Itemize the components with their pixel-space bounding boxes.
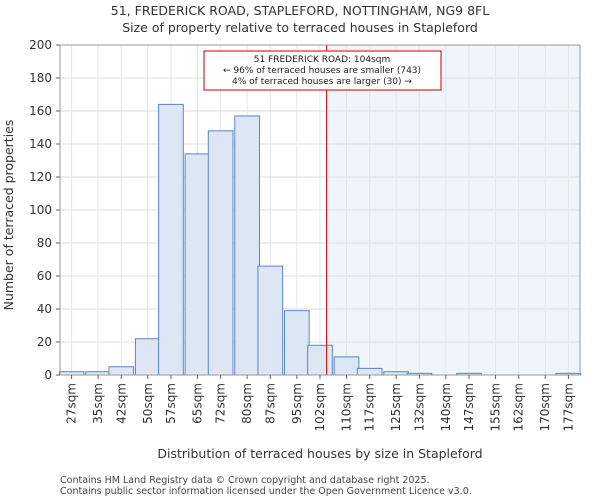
y-tick-label: 0	[44, 368, 52, 382]
y-tick-label: 80	[37, 236, 52, 250]
annotation-box: 51 FREDERICK ROAD: 104sqm ← 96% of terra…	[203, 50, 442, 91]
x-tick-label: 72sqm	[214, 383, 228, 424]
y-tick-label: 160	[29, 104, 52, 118]
x-tick-label: 177sqm	[561, 383, 575, 431]
x-tick-label: 140sqm	[439, 383, 453, 431]
x-tick-label: 125sqm	[389, 383, 403, 431]
annotation-line-1: 51 FREDERICK ROAD: 104sqm	[254, 55, 391, 65]
x-tick-label: 87sqm	[263, 383, 277, 424]
x-tick-label: 57sqm	[164, 383, 178, 424]
footer-line-2: Contains public sector information licen…	[60, 486, 472, 497]
x-tick-label: 50sqm	[141, 383, 155, 424]
chart-title-line-2: Size of property relative to terraced ho…	[122, 20, 478, 35]
x-tick-label: 42sqm	[114, 383, 128, 424]
x-tick-label: 132sqm	[412, 383, 426, 431]
annotation-frame	[203, 50, 442, 91]
x-tick-label: 65sqm	[190, 383, 204, 424]
y-tick-label: 120	[29, 170, 52, 184]
y-tick-label: 140	[29, 137, 52, 151]
y-axis-label: Number of terraced properties	[1, 120, 16, 311]
x-tick-label: 27sqm	[65, 383, 79, 424]
bar-65sqm	[184, 153, 211, 376]
annotation-line-3: 4% of terraced houses are larger (30) →	[232, 77, 412, 87]
footer-line-1: Contains HM Land Registry data © Crown c…	[60, 475, 430, 486]
bar-110sqm	[333, 356, 360, 376]
bar-50sqm	[134, 338, 161, 376]
y-tick-label: 20	[37, 335, 52, 349]
bar-42sqm	[108, 366, 135, 376]
x-tick-label: 95sqm	[290, 383, 304, 424]
y-tick-label: 40	[37, 302, 52, 316]
x-tick-label: 110sqm	[339, 383, 353, 431]
chart-title-line-1: 51, FREDERICK ROAD, STAPLEFORD, NOTTINGH…	[111, 3, 489, 18]
bar-57sqm	[158, 103, 184, 376]
x-tick-label: 117sqm	[363, 383, 377, 431]
bar-117sqm	[356, 367, 383, 376]
y-tick-label: 100	[29, 203, 52, 217]
x-tick-label: 162sqm	[512, 383, 526, 431]
bar-95sqm	[283, 310, 310, 376]
bars	[58, 103, 582, 376]
y-tick-label: 200	[29, 38, 52, 52]
bar-72sqm	[207, 130, 234, 376]
x-tick-label: 80sqm	[240, 383, 254, 424]
y-tick-label: 180	[29, 71, 52, 85]
bar-102sqm	[307, 344, 333, 376]
x-tick-label: 170sqm	[538, 383, 552, 431]
bar-80sqm	[234, 115, 260, 376]
x-tick-label: 102sqm	[313, 383, 327, 431]
x-tick-label: 35sqm	[91, 383, 105, 424]
bar-87sqm	[257, 265, 284, 376]
annotation-line-2: ← 96% of terraced houses are smaller (74…	[223, 66, 421, 76]
y-ticks: 0 20 40 60 80 100 120 140 160 180 200	[29, 38, 60, 382]
y-tick-label: 60	[37, 269, 52, 283]
x-tick-label: 147sqm	[462, 383, 476, 431]
x-tick-label: 155sqm	[489, 383, 503, 431]
x-axis-label: Distribution of terraced houses by size …	[157, 446, 482, 461]
x-ticks: 27sqm 35sqm 42sqm 50sqm 57sqm 65sqm 72sqm 80sqm…	[65, 375, 575, 431]
